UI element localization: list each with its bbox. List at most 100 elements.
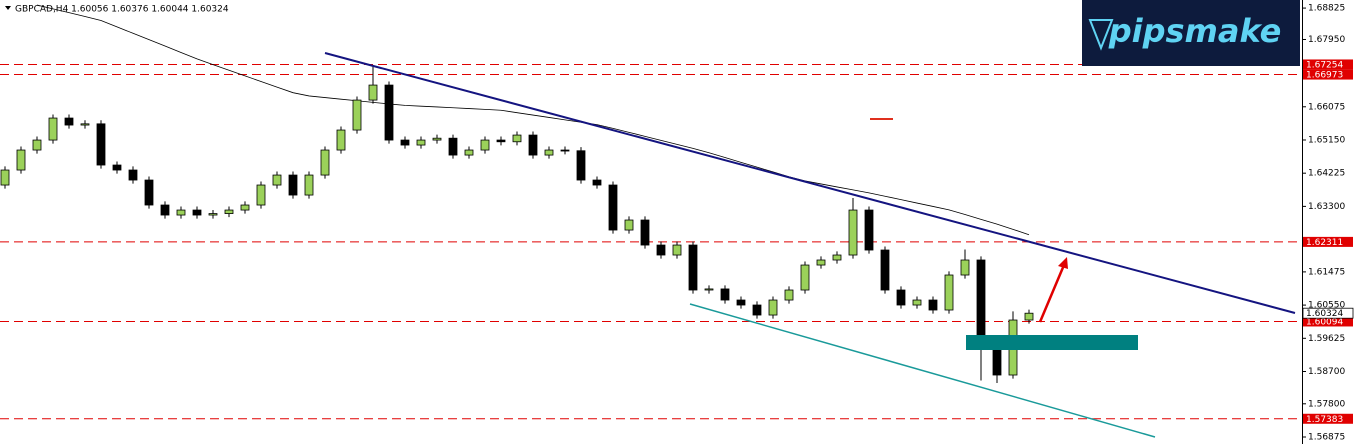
candle-body (672, 244, 682, 256)
y-tick-label: 1.59625 (1308, 334, 1345, 344)
y-tick-label: 1.65150 (1308, 135, 1345, 145)
y-tick-label: 1.64225 (1308, 169, 1345, 179)
candle-body (320, 149, 330, 176)
candle-body (608, 184, 618, 231)
level-label: 1.57383 (1306, 415, 1343, 425)
current-price-box (1302, 307, 1354, 319)
candle-body (352, 99, 362, 131)
level-label: 1.62311 (1306, 238, 1343, 248)
y-tick-label: 1.67950 (1308, 35, 1345, 45)
y-tick-label: 1.56875 (1308, 433, 1345, 443)
candle-body (400, 139, 410, 146)
resistance-trendline (324, 52, 1296, 314)
candle-body (512, 134, 522, 143)
level-label-box (1303, 316, 1353, 327)
y-tick-label: 1.61475 (1308, 267, 1345, 277)
candle-body (480, 139, 490, 151)
candle-body (192, 209, 202, 216)
candle-body (864, 209, 874, 251)
moving-average (36, 4, 1030, 236)
candle-body (528, 134, 538, 156)
candle-body (368, 84, 378, 101)
candle-body (112, 164, 122, 171)
candle-body (736, 299, 746, 306)
arrow-head (1058, 257, 1068, 269)
candle-body (656, 244, 666, 256)
candle-body (688, 244, 698, 291)
candle-body (592, 179, 602, 186)
candle-body (80, 123, 90, 126)
candle-body (800, 264, 810, 291)
level-label: 1.66973 (1306, 71, 1343, 81)
y-tick-label: 1.68825 (1308, 4, 1345, 14)
candle-body (416, 139, 426, 146)
candle-body (544, 149, 554, 156)
candle-body (624, 219, 634, 231)
level-label-box (1303, 236, 1353, 247)
demand-zone (966, 335, 1138, 350)
candle-body (496, 139, 506, 143)
candle-body (464, 149, 474, 156)
candle-body (976, 259, 986, 346)
candle-body (160, 204, 170, 216)
y-tick-label: 1.63300 (1308, 202, 1345, 212)
level-label: 1.60094 (1306, 317, 1343, 327)
candle-body (896, 289, 906, 306)
y-tick-label: 1.60550 (1308, 301, 1345, 311)
candle-body (128, 169, 138, 181)
candle-body (560, 149, 570, 152)
axis-labels: 1.68825 1.67950 1.66075 1.65150 1.64225 1.633… (1302, 4, 1354, 443)
candle-body (96, 123, 106, 166)
logo-box (1082, 0, 1300, 66)
candle-body (928, 299, 938, 311)
candle-body (640, 219, 650, 246)
y-tick-label: 1.58700 (1308, 367, 1345, 377)
candle-body (0, 169, 10, 186)
candle-body (704, 288, 714, 291)
chart-title: GBPCAD,H4 1.60056 1.60376 1.60044 1.6032… (15, 5, 229, 15)
candle-body (576, 150, 586, 181)
level-label-box (1303, 413, 1353, 424)
candle-body (48, 117, 58, 141)
level-label: 1.67254 (1306, 60, 1343, 70)
candle-body (768, 299, 778, 316)
candle-body (816, 259, 826, 266)
candle-body (912, 299, 922, 306)
arrow (1038, 264, 1066, 323)
candle-body (176, 209, 186, 216)
candle-body (224, 209, 234, 214)
candle-body (832, 254, 842, 261)
candle-body (304, 174, 314, 196)
candle-body (944, 274, 954, 311)
candle-body (784, 289, 794, 301)
level-label-box (1303, 69, 1353, 80)
candle-body (384, 84, 394, 141)
candle-body (64, 117, 74, 126)
candle-body (752, 304, 762, 316)
candle-body (16, 149, 26, 171)
candle-body (960, 259, 970, 276)
candle-body (32, 139, 42, 151)
support-trendline (689, 303, 1156, 438)
candle-body (720, 288, 730, 301)
current-price-label: 1.60324 (1306, 309, 1343, 319)
y-tick-label: 1.66075 (1308, 102, 1345, 112)
candle-body (288, 174, 298, 196)
candle-body (272, 174, 282, 186)
candle-body (880, 249, 890, 291)
candle-body (256, 184, 266, 206)
menu-arrow (5, 6, 11, 10)
level-label-box (1303, 59, 1353, 70)
candle-body (208, 213, 218, 216)
y-tick-label: 1.57800 (1308, 399, 1345, 409)
candle-body (448, 137, 458, 156)
candle-body (1024, 312, 1034, 321)
candle-body (144, 179, 154, 206)
candle-body (336, 129, 346, 151)
logo-icon (1088, 19, 1114, 51)
candle-body (848, 209, 858, 256)
candle-body (432, 137, 442, 141)
